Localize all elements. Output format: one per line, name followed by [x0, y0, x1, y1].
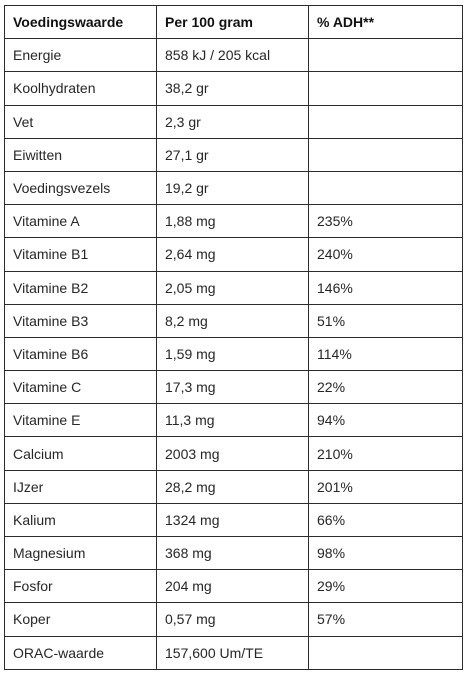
- table-row: Eiwitten 27,1 gr: [4, 137, 463, 172]
- amount-cell: 27,1 gr: [156, 137, 309, 172]
- amount-cell: 1,88 mg: [156, 204, 309, 239]
- adh-cell: [308, 71, 463, 106]
- table-row: Vitamine C 17,3 mg 22%: [4, 370, 463, 405]
- amount-cell: 38,2 gr: [156, 71, 309, 106]
- table-row: Vet 2,3 gr: [4, 104, 463, 139]
- adh-cell: [308, 137, 463, 172]
- table-row: Vitamine E 11,3 mg 94%: [4, 403, 463, 438]
- adh-cell: 66%: [308, 502, 463, 538]
- table-row: Vitamine B2 2,05 mg 146%: [4, 270, 463, 305]
- table-row: ORAC-waarde 157,600 Um/TE: [4, 635, 463, 670]
- amount-cell: 2003 mg: [156, 436, 309, 471]
- nutrient-cell: Koper: [4, 602, 157, 637]
- table-row: Koolhydraten 38,2 gr: [4, 71, 463, 106]
- amount-cell: 28,2 mg: [156, 469, 309, 504]
- adh-cell: 51%: [308, 303, 463, 338]
- adh-cell: 57%: [308, 602, 463, 637]
- amount-cell: 157,600 Um/TE: [156, 635, 309, 670]
- header-adh-percent: % ADH**: [308, 4, 463, 40]
- table-header-row: Voedingswaarde Per 100 gram % ADH**: [4, 4, 463, 40]
- table-row: Vitamine B6 1,59 mg 114%: [4, 336, 463, 372]
- table-row: Vitamine B3 8,2 mg 51%: [4, 303, 463, 338]
- amount-cell: 2,3 gr: [156, 104, 309, 139]
- adh-cell: [308, 104, 463, 139]
- nutrient-cell: Vitamine B3: [4, 303, 157, 338]
- amount-cell: 11,3 mg: [156, 403, 309, 438]
- amount-cell: 19,2 gr: [156, 170, 309, 206]
- adh-cell: 240%: [308, 237, 463, 272]
- header-nutrient: Voedingswaarde: [4, 4, 157, 40]
- nutrient-cell: Vitamine C: [4, 370, 157, 405]
- table-row: Koper 0,57 mg 57%: [4, 602, 463, 637]
- nutrient-cell: Kalium: [4, 502, 157, 538]
- adh-cell: 201%: [308, 469, 463, 504]
- amount-cell: 858 kJ / 205 kcal: [156, 38, 309, 73]
- table-row: Fosfor 204 mg 29%: [4, 569, 463, 604]
- nutrient-cell: Magnesium: [4, 535, 157, 571]
- amount-cell: 1324 mg: [156, 502, 309, 538]
- table-row: Energie 858 kJ / 205 kcal: [4, 38, 463, 73]
- amount-cell: 368 mg: [156, 535, 309, 571]
- adh-cell: 235%: [308, 204, 463, 239]
- table-row: Voedingsvezels 19,2 gr: [4, 170, 463, 206]
- nutrient-cell: Eiwitten: [4, 137, 157, 172]
- table-body: Energie 858 kJ / 205 kcal Koolhydraten 38,2…: [4, 38, 463, 670]
- table-row: Calcium 2003 mg 210%: [4, 436, 463, 471]
- nutrient-cell: Fosfor: [4, 569, 157, 604]
- amount-cell: 17,3 mg: [156, 370, 309, 405]
- nutrient-cell: Vitamine A: [4, 204, 157, 239]
- nutrient-cell: Vet: [4, 104, 157, 139]
- nutrition-table: Voedingswaarde Per 100 gram % ADH** Ener…: [4, 4, 463, 670]
- adh-cell: 146%: [308, 270, 463, 305]
- adh-cell: 29%: [308, 569, 463, 604]
- nutrient-cell: IJzer: [4, 469, 157, 504]
- nutrient-cell: Vitamine B1: [4, 237, 157, 272]
- adh-cell: [308, 38, 463, 73]
- nutrient-cell: Energie: [4, 38, 157, 73]
- nutrient-cell: Voedingsvezels: [4, 170, 157, 206]
- adh-cell: 114%: [308, 336, 463, 372]
- amount-cell: 1,59 mg: [156, 336, 309, 372]
- table-row: Magnesium 368 mg 98%: [4, 535, 463, 571]
- table-row: Kalium 1324 mg 66%: [4, 502, 463, 538]
- nutrient-cell: Vitamine E: [4, 403, 157, 438]
- adh-cell: [308, 635, 463, 670]
- amount-cell: 2,05 mg: [156, 270, 309, 305]
- nutrient-cell: Vitamine B6: [4, 336, 157, 372]
- amount-cell: 2,64 mg: [156, 237, 309, 272]
- adh-cell: 98%: [308, 535, 463, 571]
- adh-cell: [308, 170, 463, 206]
- header-per-100-gram: Per 100 gram: [156, 4, 309, 40]
- nutrient-cell: Koolhydraten: [4, 71, 157, 106]
- table-row: Vitamine A 1,88 mg 235%: [4, 204, 463, 239]
- nutrient-cell: Vitamine B2: [4, 270, 157, 305]
- amount-cell: 8,2 mg: [156, 303, 309, 338]
- amount-cell: 204 mg: [156, 569, 309, 604]
- table-row: IJzer 28,2 mg 201%: [4, 469, 463, 504]
- adh-cell: 94%: [308, 403, 463, 438]
- adh-cell: 22%: [308, 370, 463, 405]
- nutrient-cell: ORAC-waarde: [4, 635, 157, 670]
- adh-cell: 210%: [308, 436, 463, 471]
- amount-cell: 0,57 mg: [156, 602, 309, 637]
- table-row: Vitamine B1 2,64 mg 240%: [4, 237, 463, 272]
- nutrient-cell: Calcium: [4, 436, 157, 471]
